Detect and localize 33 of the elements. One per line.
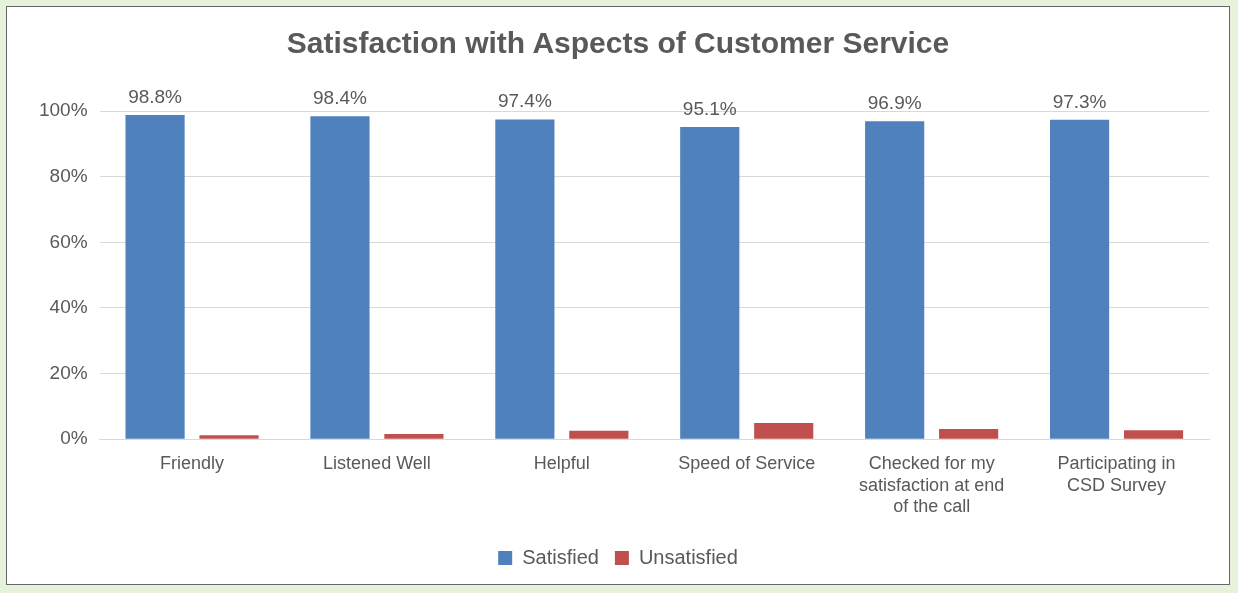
bar [310, 116, 370, 439]
y-tick-label: 60% [49, 230, 88, 252]
legend-label: Satisfied [522, 545, 599, 568]
bar [1049, 119, 1110, 439]
chart-title: Satisfaction with Aspects of Customer Service [286, 26, 950, 60]
data-label: 96.9% [867, 91, 922, 113]
bar [495, 119, 555, 439]
data-label: 97.4% [497, 90, 552, 112]
bar [865, 121, 925, 439]
x-tick-label: Helpful [533, 452, 590, 473]
x-tick-label: Listened Well [323, 452, 431, 473]
bar [569, 430, 629, 439]
y-tick-label: 40% [49, 296, 88, 318]
y-tick-label: 80% [49, 164, 88, 186]
bar [754, 423, 814, 439]
x-tick-label: Friendly [160, 452, 225, 473]
data-label: 98.8% [128, 85, 183, 107]
bar [125, 114, 185, 439]
bar [1123, 430, 1184, 439]
y-tick-label: 100% [38, 99, 88, 121]
x-tick-label: Participating in CSD Survey [1057, 452, 1176, 495]
bar [384, 433, 444, 439]
bar [199, 435, 259, 439]
data-label: 98.4% [313, 86, 368, 108]
legend-label: Unsatisfied [638, 545, 738, 568]
x-tick-label: Speed of Service [678, 452, 816, 473]
y-tick-label: 20% [49, 361, 88, 383]
y-tick-label: 0% [60, 427, 88, 449]
bar [680, 127, 740, 439]
bar [939, 429, 999, 439]
data-label: 97.3% [1052, 90, 1107, 112]
data-label: 95.1% [682, 97, 737, 119]
x-tick-label: Checked for my satisfaction at end of the call [859, 452, 1005, 517]
